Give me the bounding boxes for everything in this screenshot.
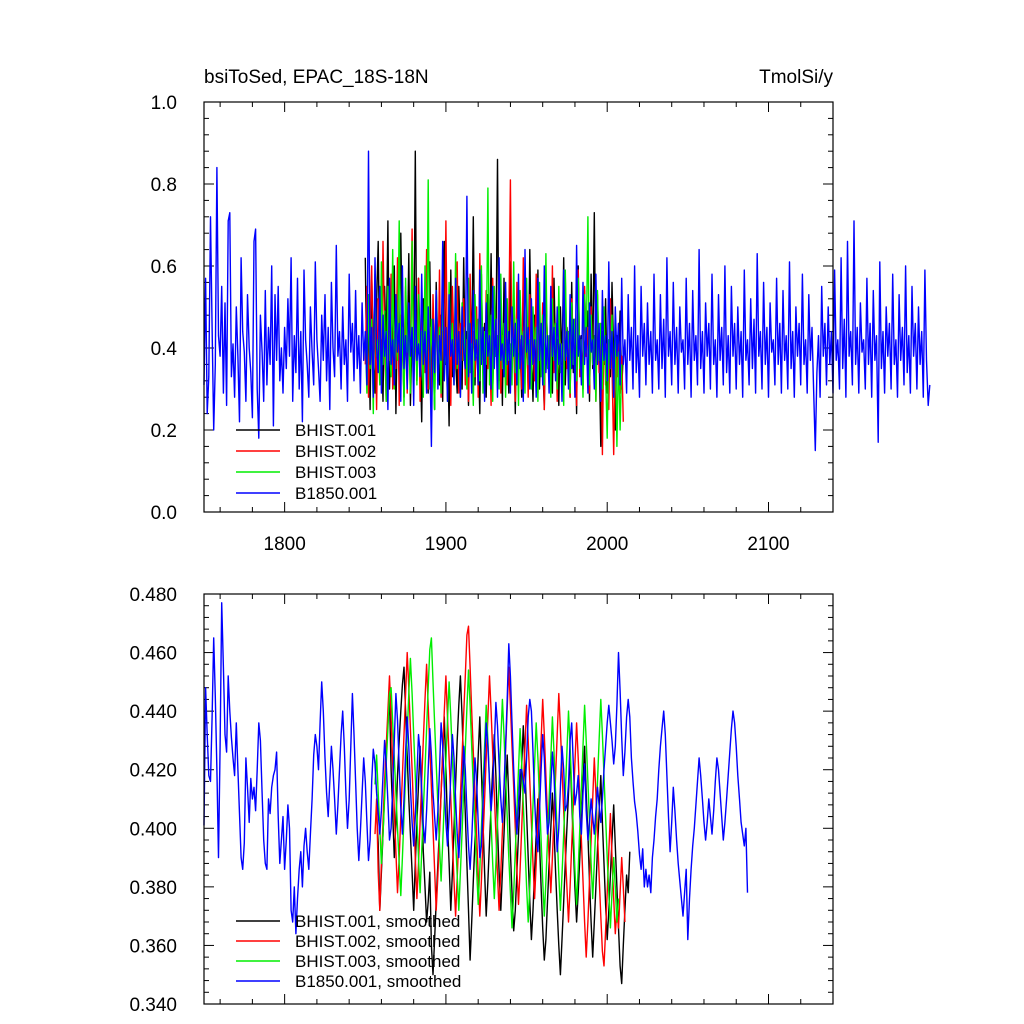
y-tick-label: 0.460 (129, 644, 177, 665)
x-tick-label: 2000 (586, 534, 628, 555)
y-tick-label: 0.8 (151, 175, 177, 196)
legend-label: BHIST.002 (295, 442, 376, 461)
y-tick-label: 0.0 (151, 503, 177, 524)
x-tick-label: 1800 (264, 534, 306, 555)
plot-area (203, 602, 749, 985)
x-tick-label: 2100 (747, 534, 789, 555)
plot-area (203, 150, 931, 456)
y-tick-label: 1.0 (151, 93, 177, 114)
legend-label: BHIST.001 (295, 421, 376, 440)
chart-panel-raw: bsiToSed, EPAC_18S-18N TmolSi/y 1800 1900… (151, 67, 931, 555)
units-label: TmolSi/y (759, 67, 833, 88)
legend-label: BHIST.003 (295, 463, 376, 482)
legend-label: B1850.001 (295, 484, 377, 503)
series-line-bhist-002-smoothed (374, 625, 626, 967)
plot-frame (203, 101, 834, 513)
y-tick-label: 0.4 (151, 339, 178, 360)
series-line-bhist-003-smoothed (374, 637, 620, 929)
chart-panel-smoothed: 0.340 0.360 0.380 0.400 0.420 0.440 0.460 0.480… (129, 585, 834, 1016)
y-tick-label: 0.400 (129, 819, 177, 840)
series-line-b1850-001 (203, 150, 931, 452)
legend: BHIST.001 BHIST.002 BHIST.003 B1850.001 (236, 421, 377, 503)
y-tick-label: 0.360 (129, 936, 177, 957)
legend-label: B1850.001, smoothed (295, 972, 461, 991)
x-tick-label: 1900 (425, 534, 467, 555)
chart-title: bsiToSed, EPAC_18S-18N (204, 67, 429, 88)
y-tick-label: 0.6 (151, 257, 177, 278)
axis-labels: 0.340 0.360 0.380 0.400 0.420 0.440 0.460 0.480 (129, 585, 177, 1016)
y-tick-label: 0.420 (129, 761, 177, 782)
legend-label: BHIST.002, smoothed (295, 932, 460, 951)
legend-label: BHIST.001, smoothed (295, 912, 460, 931)
y-tick-label: 0.480 (129, 585, 177, 606)
y-tick-label: 0.340 (129, 995, 177, 1016)
legend-label: BHIST.003, smoothed (295, 952, 460, 971)
y-tick-label: 0.440 (129, 702, 177, 723)
plot-frame (203, 593, 834, 1005)
y-tick-label: 0.380 (129, 878, 177, 899)
y-tick-label: 0.2 (151, 421, 177, 442)
series-line-b1850-001-smoothed (203, 602, 749, 941)
axis-labels: 1800 1900 2000 2100 0.0 0.2 0.4 0.6 0.8 1.0 (151, 93, 790, 555)
